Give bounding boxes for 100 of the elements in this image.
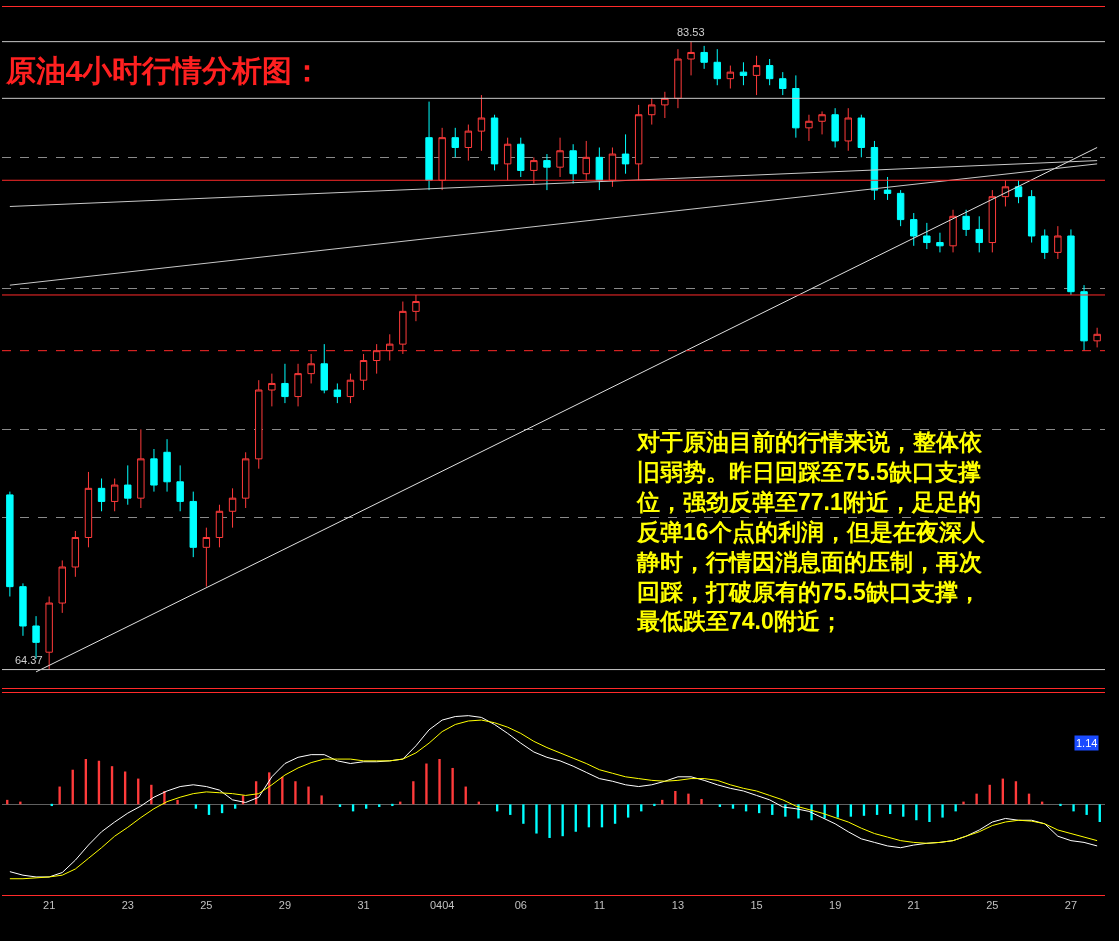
bar — [320, 795, 323, 805]
bar — [548, 804, 551, 838]
candlestick — [713, 48, 721, 86]
x-tick-label: 0404 — [429, 899, 455, 912]
candlestick — [674, 48, 682, 109]
candlestick — [346, 373, 355, 404]
candlestick — [97, 478, 106, 512]
candlestick — [124, 464, 132, 506]
candlestick — [176, 464, 184, 512]
candlestick — [1067, 228, 1075, 296]
candlestick — [1093, 327, 1101, 348]
candlestick — [464, 124, 473, 162]
candlestick — [910, 212, 918, 247]
candlestick — [543, 153, 551, 191]
bar — [1072, 804, 1075, 812]
bar — [522, 804, 525, 824]
candlestick — [503, 137, 512, 181]
candlestick — [831, 107, 839, 148]
candlestick — [189, 491, 197, 558]
candlestick — [1080, 284, 1088, 352]
x-tick-label: 15 — [750, 899, 763, 912]
candlestick — [923, 222, 931, 250]
x-tick-label: 23 — [121, 899, 134, 912]
candlestick — [779, 71, 787, 96]
candlestick — [425, 101, 433, 191]
bar — [234, 804, 237, 809]
bar — [412, 781, 415, 805]
x-tick-label: 06 — [514, 899, 527, 912]
bar — [626, 804, 630, 818]
candlestick — [962, 209, 970, 237]
candlestick — [19, 582, 27, 637]
bar — [1059, 803, 1062, 807]
bar — [731, 804, 735, 809]
candlestick — [490, 114, 499, 171]
bar — [561, 804, 564, 837]
bar — [962, 801, 965, 805]
text: 原油4小时行情分析图： — [4, 53, 323, 87]
candlestick — [896, 189, 905, 227]
annotation: 1.14 — [1076, 737, 1098, 749]
candlestick — [648, 97, 656, 126]
candlestick — [438, 127, 446, 191]
candlestick — [320, 343, 328, 394]
bar — [194, 804, 198, 809]
bar — [535, 804, 538, 834]
bar — [687, 793, 690, 805]
bar — [836, 804, 839, 818]
candlestick — [386, 333, 394, 362]
candlestick — [255, 379, 263, 470]
candlestick — [726, 65, 735, 89]
candlestick — [281, 363, 289, 404]
bar — [718, 804, 722, 807]
x-tick-label: 31 — [357, 899, 370, 912]
candlestick — [202, 527, 211, 588]
x-tick-label: 19 — [829, 899, 842, 912]
candlestick — [857, 114, 866, 158]
candlestick — [241, 451, 250, 509]
candlestick — [137, 428, 145, 509]
candlestick — [739, 61, 748, 86]
candlestick — [582, 140, 590, 181]
x-tick-label: 13 — [671, 899, 685, 912]
candlestick — [372, 343, 381, 375]
bar — [954, 804, 957, 812]
candlestick — [359, 353, 368, 391]
bar — [391, 803, 394, 807]
candlestick — [110, 478, 119, 512]
candlestick — [71, 530, 80, 578]
bar — [849, 804, 853, 817]
bar — [438, 759, 441, 805]
x-tick-label: 21 — [907, 899, 920, 912]
candlestick — [569, 143, 577, 185]
candlestick — [228, 487, 237, 529]
candlestick — [1001, 179, 1010, 207]
candlestick — [792, 74, 800, 139]
candlestick — [975, 215, 983, 253]
candlestick — [949, 209, 957, 253]
bar — [941, 804, 944, 818]
candlestick — [844, 107, 852, 152]
candlestick — [268, 373, 276, 407]
candlestick — [765, 58, 774, 86]
candlestick — [399, 301, 407, 355]
candlestick — [307, 353, 315, 384]
candlestick — [1041, 228, 1049, 260]
candlestick — [1014, 179, 1023, 204]
candlestick — [1054, 225, 1062, 260]
bar — [364, 804, 368, 809]
candlestick — [58, 559, 66, 614]
candlestick — [215, 504, 224, 548]
bar — [307, 786, 310, 805]
candlestick — [621, 133, 630, 175]
bar — [700, 798, 703, 805]
bar — [281, 776, 284, 805]
candlestick — [294, 363, 302, 407]
x-tick-label: 25 — [200, 899, 213, 912]
bar — [150, 784, 153, 805]
candlestick — [84, 471, 93, 548]
candlestick — [6, 491, 14, 597]
x-tick-label: 11 — [593, 899, 606, 912]
bar — [902, 804, 905, 817]
bar — [425, 763, 428, 805]
bar — [653, 803, 656, 807]
